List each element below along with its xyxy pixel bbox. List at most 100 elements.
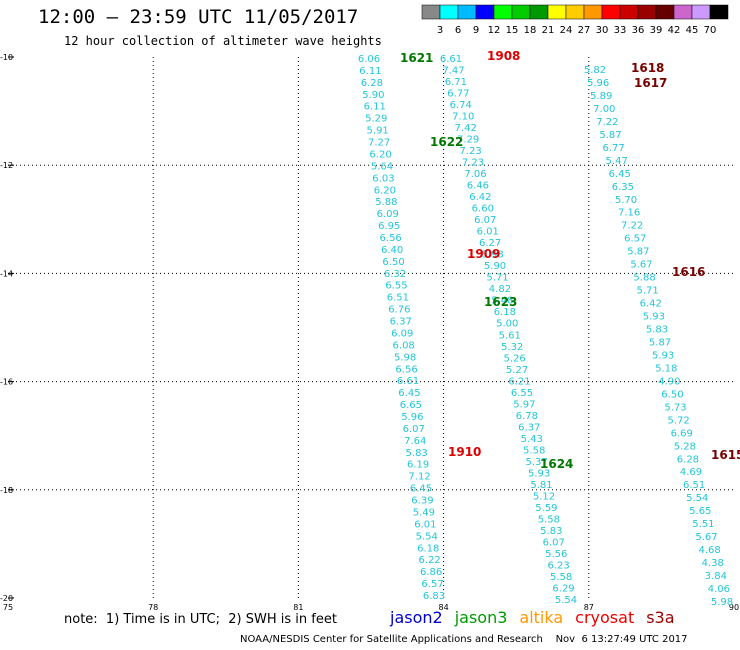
swh-reading: 7.06 bbox=[464, 169, 486, 180]
lon-tick-label: 81 bbox=[293, 603, 303, 612]
swh-reading: 6.28 bbox=[677, 454, 699, 465]
scale-label: 30 bbox=[596, 25, 609, 36]
swh-reading: 5.32 bbox=[501, 342, 523, 353]
satellite-legend-item: cryosat bbox=[575, 608, 635, 627]
swh-reading: 6.27 bbox=[479, 238, 501, 249]
swh-reading: 5.59 bbox=[535, 503, 557, 514]
swh-reading: 6.29 bbox=[552, 583, 574, 594]
swh-reading: 7.16 bbox=[618, 208, 640, 219]
pass-label: 1616 bbox=[672, 265, 705, 279]
satellite-legend: jason2 jason3 altika cryosat s3a bbox=[390, 608, 687, 627]
swh-reading: 5.56 bbox=[545, 549, 567, 560]
swh-reading: 7.22 bbox=[621, 221, 643, 232]
swh-reading: 6.07 bbox=[474, 215, 496, 226]
swh-reading: 6.20 bbox=[369, 149, 391, 160]
scale-label: 33 bbox=[614, 25, 627, 36]
pass-label: 1621 bbox=[400, 51, 433, 65]
pass-label: 1622 bbox=[430, 135, 463, 149]
swh-reading: 5.71 bbox=[486, 273, 508, 284]
swh-reading: 6.50 bbox=[382, 257, 404, 268]
swh-reading: 6.56 bbox=[380, 233, 402, 244]
swh-reading: 4.90 bbox=[658, 376, 680, 387]
lon-tick-label: 84 bbox=[439, 603, 449, 612]
swh-reading: 6.60 bbox=[472, 204, 494, 215]
satellite-legend-item: altika bbox=[519, 608, 564, 627]
swh-reading: 6.42 bbox=[469, 192, 491, 203]
pass-label: 1624 bbox=[540, 457, 573, 471]
swh-reading: 5.54 bbox=[686, 493, 708, 504]
swh-reading: 7.23 bbox=[462, 158, 484, 169]
lat-tick-label: -12 bbox=[0, 161, 13, 170]
swh-reading: 6.57 bbox=[624, 234, 646, 245]
swh-reading: 5.51 bbox=[692, 519, 714, 530]
swh-reading: 5.47 bbox=[606, 156, 628, 167]
swh-reading: 5.83 bbox=[406, 448, 428, 459]
swh-reading: 7.10 bbox=[452, 112, 474, 123]
scale-label: 24 bbox=[560, 25, 573, 36]
swh-reading: 6.09 bbox=[391, 328, 413, 339]
swh-reading: 6.77 bbox=[447, 89, 469, 100]
pass-label: 1908 bbox=[487, 49, 520, 63]
swh-reading: 5.88 bbox=[633, 273, 655, 284]
swh-reading: 6.03 bbox=[372, 173, 394, 184]
swh-reading: 6.18 bbox=[494, 307, 516, 318]
swh-reading: 5.12 bbox=[533, 491, 555, 502]
swh-reading: 5.73 bbox=[664, 402, 686, 413]
swh-reading: 5.89 bbox=[590, 91, 612, 102]
swh-reading: 4.38 bbox=[702, 558, 724, 569]
color-scale-legend: 3 6 9 12 15 18 21 24 27 30 33 36 39 42 45 70 bbox=[421, 4, 729, 36]
swh-reading: 7.27 bbox=[368, 138, 390, 149]
swh-reading: 6.06 bbox=[358, 54, 380, 65]
lat-tick-label: -10 bbox=[0, 53, 13, 62]
swh-reading: 6.51 bbox=[387, 293, 409, 304]
swh-reading: 6.39 bbox=[411, 496, 433, 507]
swh-reading: 6.19 bbox=[407, 460, 429, 471]
swh-reading: 5.64 bbox=[371, 161, 393, 172]
pass-label: 1909 bbox=[467, 247, 500, 261]
swh-reading: 5.65 bbox=[689, 506, 711, 517]
swh-reading: 6.35 bbox=[612, 182, 634, 193]
swh-reading: 6.65 bbox=[400, 400, 422, 411]
lat-tick-label: -20 bbox=[0, 594, 13, 603]
swh-reading: 6.37 bbox=[390, 317, 412, 328]
swh-reading: 5.37 bbox=[526, 457, 548, 468]
swh-reading: 5.43 bbox=[521, 434, 543, 445]
swh-reading: 4.69 bbox=[680, 467, 702, 478]
swh-reading: 6.09 bbox=[377, 209, 399, 220]
swh-reading: 5.00 bbox=[496, 319, 518, 330]
lat-tick-label: -14 bbox=[0, 269, 13, 278]
swh-reading: 5.91 bbox=[367, 126, 389, 137]
units-note: note: 1) Time is in UTC; 2) SWH is in fe… bbox=[64, 612, 337, 627]
swh-reading: 6.40 bbox=[381, 245, 403, 256]
chart-title: 12:00 — 23:59 UTC 11/05/2017 bbox=[38, 6, 359, 28]
swh-reading: 6.74 bbox=[450, 100, 472, 111]
swh-reading: 6.55 bbox=[511, 388, 533, 399]
swh-reading: 6.56 bbox=[395, 364, 417, 375]
swh-reading: 5.90 bbox=[362, 90, 384, 101]
swh-reading: 5.67 bbox=[630, 260, 652, 271]
scale-label: 18 bbox=[524, 25, 537, 36]
swh-reading: 7.22 bbox=[596, 117, 618, 128]
swh-reading: 5.96 bbox=[587, 78, 609, 89]
swh-reading: 6.77 bbox=[602, 143, 624, 154]
scale-label: 12 bbox=[488, 25, 501, 36]
scale-label: 36 bbox=[632, 25, 645, 36]
swh-reading: 6.21 bbox=[508, 376, 530, 387]
swh-reading: 7.23 bbox=[459, 146, 481, 157]
swh-reading: 6.86 bbox=[420, 567, 442, 578]
swh-reading: 6.57 bbox=[421, 579, 443, 590]
swh-reading: 6.71 bbox=[445, 77, 467, 88]
scale-label: 3 bbox=[437, 25, 443, 36]
swh-reading: 5.58 bbox=[538, 514, 560, 525]
swh-reading: 5.54 bbox=[416, 531, 438, 542]
swh-reading: 5.98 bbox=[394, 352, 416, 363]
swh-reading: 7.42 bbox=[455, 123, 477, 134]
swh-reading: 5.49 bbox=[413, 507, 435, 518]
swh-reading: 6.45 bbox=[410, 484, 432, 495]
lon-tick-label: 87 bbox=[584, 603, 594, 612]
swh-reading: 5.82 bbox=[584, 65, 606, 76]
lat-tick-label: -18 bbox=[0, 486, 13, 495]
swh-reading: 5.98 bbox=[711, 597, 733, 608]
swh-reading: 5.28 bbox=[674, 441, 696, 452]
